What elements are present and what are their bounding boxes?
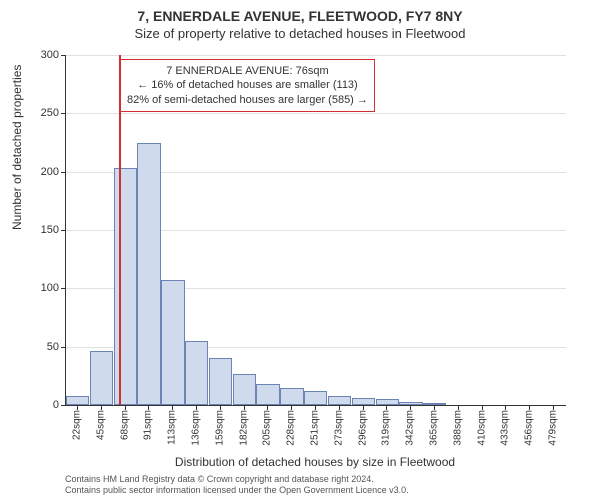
ytick-mark xyxy=(61,347,66,348)
ytick-mark xyxy=(61,230,66,231)
histogram-bar xyxy=(352,398,375,405)
histogram-chart: 7 ENNERDALE AVENUE: 76sqm ← 16% of detac… xyxy=(65,55,565,405)
xtick-label: 182sqm xyxy=(238,410,249,446)
annotation-line-3: 82% of semi-detached houses are larger (… xyxy=(127,93,368,107)
ytick-mark xyxy=(61,172,66,173)
page-title: 7, ENNERDALE AVENUE, FLEETWOOD, FY7 8NY xyxy=(0,0,600,24)
histogram-bar xyxy=(280,388,303,406)
attribution-line-2: Contains public sector information licen… xyxy=(65,485,409,496)
xtick-label: 456sqm xyxy=(524,410,535,446)
annotation-callout: 7 ENNERDALE AVENUE: 76sqm ← 16% of detac… xyxy=(120,59,375,112)
xtick-label: 228sqm xyxy=(286,410,297,446)
page-subtitle: Size of property relative to detached ho… xyxy=(0,24,600,41)
xtick-label: 45sqm xyxy=(95,410,106,440)
grid-line xyxy=(66,55,566,56)
xtick-label: 68sqm xyxy=(119,410,130,440)
annotation-line-1: 7 ENNERDALE AVENUE: 76sqm xyxy=(127,64,368,78)
xtick-label: 319sqm xyxy=(381,410,392,446)
histogram-bar xyxy=(304,391,327,405)
ytick-label: 150 xyxy=(19,224,59,236)
histogram-bar xyxy=(185,341,208,405)
x-axis-label: Distribution of detached houses by size … xyxy=(65,455,565,469)
xtick-label: 205sqm xyxy=(262,410,273,446)
y-axis-label: Number of detached properties xyxy=(10,65,24,230)
ytick-label: 250 xyxy=(19,107,59,119)
ytick-label: 100 xyxy=(19,282,59,294)
ytick-mark xyxy=(61,405,66,406)
annotation-line-2: ← 16% of detached houses are smaller (11… xyxy=(127,78,368,92)
xtick-label: 296sqm xyxy=(357,410,368,446)
histogram-bar xyxy=(233,374,256,406)
ytick-mark xyxy=(61,55,66,56)
xtick-label: 22sqm xyxy=(71,410,82,440)
attribution-text: Contains HM Land Registry data © Crown c… xyxy=(65,474,409,496)
ytick-label: 200 xyxy=(19,166,59,178)
xtick-label: 273sqm xyxy=(333,410,344,446)
ytick-label: 50 xyxy=(19,341,59,353)
attribution-line-1: Contains HM Land Registry data © Crown c… xyxy=(65,474,409,485)
xtick-label: 136sqm xyxy=(190,410,201,446)
xtick-label: 410sqm xyxy=(476,410,487,446)
xtick-label: 251sqm xyxy=(310,410,321,446)
xtick-label: 342sqm xyxy=(405,410,416,446)
xtick-label: 365sqm xyxy=(429,410,440,446)
histogram-bar xyxy=(256,384,279,405)
histogram-bar xyxy=(209,358,232,405)
ytick-label: 0 xyxy=(19,399,59,411)
xtick-label: 479sqm xyxy=(548,410,559,446)
histogram-bar xyxy=(137,143,160,406)
grid-line xyxy=(66,113,566,114)
histogram-bar xyxy=(66,396,89,405)
ytick-label: 300 xyxy=(19,49,59,61)
histogram-bar xyxy=(90,351,113,405)
ytick-mark xyxy=(61,113,66,114)
xtick-label: 388sqm xyxy=(452,410,463,446)
xtick-label: 433sqm xyxy=(500,410,511,446)
xtick-label: 159sqm xyxy=(214,410,225,446)
histogram-bar xyxy=(114,168,137,405)
xtick-label: 113sqm xyxy=(167,410,178,445)
ytick-mark xyxy=(61,288,66,289)
xtick-label: 91sqm xyxy=(143,410,154,440)
histogram-bar xyxy=(161,280,184,405)
histogram-bar xyxy=(328,396,351,405)
